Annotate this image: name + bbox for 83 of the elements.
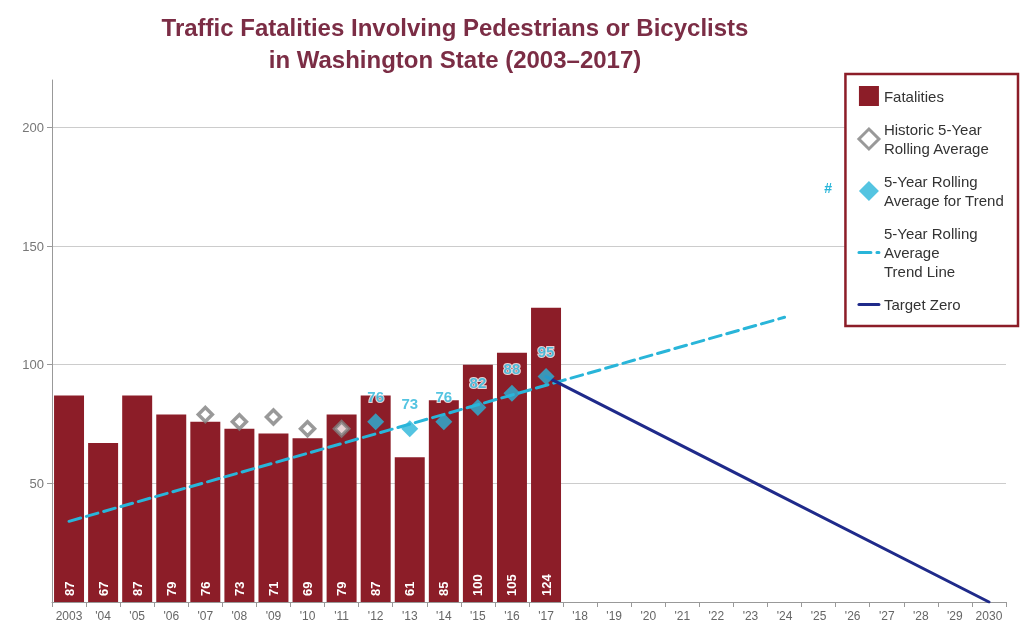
- data-label: 124: [538, 573, 554, 596]
- point: [264, 408, 283, 426]
- x-tick-label: '04: [95, 609, 112, 623]
- point: [469, 398, 487, 416]
- point: [230, 412, 249, 431]
- data-label: 95: [537, 343, 555, 361]
- point: [537, 368, 555, 386]
- data-label: 88: [503, 359, 521, 377]
- x-tick-label: '19: [606, 609, 623, 623]
- data-label: 76: [197, 581, 213, 596]
- data-label: 82: [469, 373, 487, 391]
- x-tick-label: '18: [572, 609, 589, 623]
- x-tick-label: '16: [504, 609, 521, 623]
- chart-title: Traffic Fatalities Involving Pedestrians or Bicyclists in Washington State (2003–2017): [161, 13, 749, 73]
- bar: [224, 428, 255, 602]
- bar: [292, 438, 323, 602]
- data-label: 105: [504, 574, 520, 596]
- x-tick-label: '25: [810, 609, 827, 623]
- x-tick-label: 2003: [55, 609, 83, 623]
- x-tick-label: '22: [708, 609, 725, 623]
- x-tick-label: '24: [776, 609, 793, 623]
- bar: [394, 457, 425, 602]
- x-tick-label: '21: [674, 609, 691, 623]
- x-tick-label: '17: [538, 609, 555, 623]
- y-tick-label: 50: [29, 475, 44, 491]
- y-tick-label: 200: [22, 119, 44, 135]
- data-label: 87: [61, 581, 77, 596]
- bar: [54, 395, 85, 602]
- annotation: #: [824, 180, 833, 196]
- point: [332, 420, 351, 438]
- x-tick-label: '29: [947, 609, 964, 623]
- x-tick-label: '23: [742, 609, 759, 623]
- x-tick-label: '14: [436, 609, 452, 623]
- point: [367, 413, 385, 431]
- data-label: 73: [401, 395, 419, 413]
- data-label: 87: [368, 581, 384, 596]
- x-tick-label: '27: [878, 609, 895, 623]
- x-tick-label: '10: [299, 609, 316, 623]
- bar: [190, 421, 221, 602]
- x-tick-label: '15: [470, 609, 487, 623]
- x-tick-label: '28: [913, 609, 929, 623]
- x-tick-label: '06: [163, 609, 180, 623]
- x-tick-label: '12: [367, 609, 384, 623]
- data-label: 100: [470, 574, 486, 596]
- x-tick-label: 2030: [975, 609, 1003, 623]
- x-tick-label: '09: [265, 609, 282, 623]
- y-tick-label: 150: [22, 238, 44, 254]
- x-tick-label: '08: [231, 609, 248, 623]
- point: [401, 420, 419, 438]
- data-label: 85: [436, 581, 452, 596]
- x-tick-label: '07: [197, 609, 214, 623]
- data-label: 73: [231, 581, 247, 596]
- legend-label: Historic 5-Year Rolling Average: [883, 121, 989, 157]
- bar: [326, 414, 357, 602]
- bar: [156, 414, 187, 602]
- data-label: 79: [163, 581, 179, 596]
- data-label: 71: [265, 581, 281, 596]
- bar: [428, 400, 459, 602]
- y-tick-label: 100: [22, 357, 44, 373]
- x-tick-label: '11: [334, 609, 350, 623]
- bar: [88, 443, 119, 602]
- bar: [496, 352, 527, 602]
- bar: [462, 364, 493, 602]
- bar: [258, 433, 289, 602]
- data-label: 79: [334, 581, 350, 596]
- x-tick-label: '13: [401, 609, 418, 623]
- point: [435, 413, 453, 431]
- x-tick-label: '26: [844, 609, 861, 623]
- point: [298, 420, 317, 438]
- data-label: 61: [402, 581, 418, 596]
- legend-label: Target Zero: [883, 296, 961, 313]
- data-label: 67: [95, 581, 111, 596]
- legend-label: 5-Year Rolling Average Trend Line: [883, 225, 978, 280]
- bar: [122, 395, 153, 602]
- data-label: 87: [129, 581, 145, 596]
- legend-label: 5-Year Rolling Average for Trend: [883, 173, 1004, 209]
- point: [196, 405, 215, 424]
- data-label: 69: [300, 581, 316, 596]
- x-tick-label: '20: [640, 609, 657, 623]
- point: [503, 384, 521, 402]
- bar: [531, 307, 562, 602]
- x-tick-label: '05: [129, 609, 146, 623]
- legend-label: Fatalities: [883, 87, 944, 105]
